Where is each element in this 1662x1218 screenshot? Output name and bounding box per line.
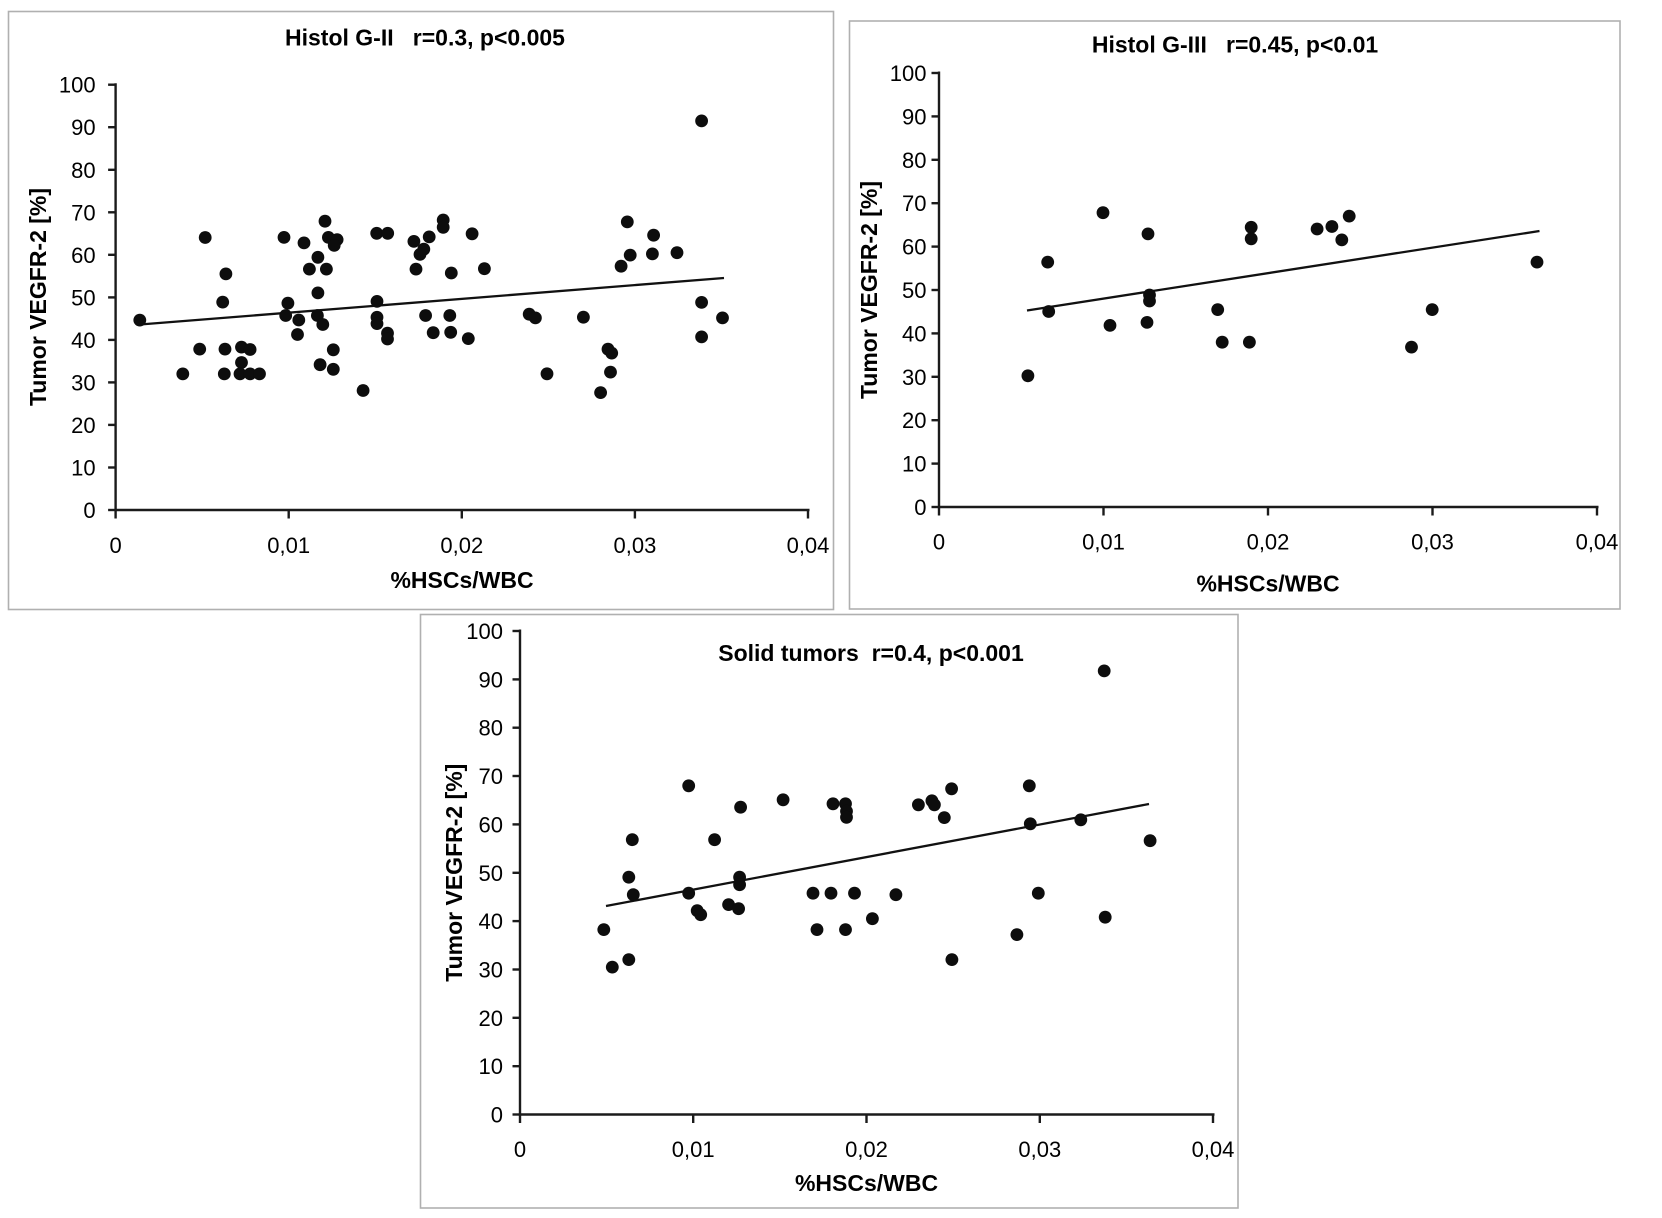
svg-text:90: 90 xyxy=(71,115,95,140)
svg-text:Tumor VEGFR-2 [%]: Tumor VEGFR-2 [%] xyxy=(25,188,51,406)
svg-text:%HSCs/WBC: %HSCs/WBC xyxy=(795,1170,938,1196)
svg-text:20: 20 xyxy=(902,408,926,433)
svg-text:0,04: 0,04 xyxy=(1192,1137,1235,1162)
svg-text:20: 20 xyxy=(71,413,95,438)
svg-text:30: 30 xyxy=(71,370,95,395)
svg-text:Tumor VEGFR-2 [%]: Tumor VEGFR-2 [%] xyxy=(441,764,467,982)
svg-text:100: 100 xyxy=(59,73,96,98)
svg-text:20: 20 xyxy=(479,1006,503,1031)
svg-text:10: 10 xyxy=(479,1054,503,1079)
svg-text:70: 70 xyxy=(71,200,95,225)
svg-text:10: 10 xyxy=(902,452,926,477)
svg-text:40: 40 xyxy=(902,321,926,346)
svg-text:0,02: 0,02 xyxy=(440,533,483,558)
svg-text:90: 90 xyxy=(479,667,503,692)
svg-text:0,01: 0,01 xyxy=(267,533,310,558)
svg-text:0: 0 xyxy=(83,498,95,523)
svg-text:0: 0 xyxy=(491,1103,503,1128)
svg-text:0,03: 0,03 xyxy=(613,533,656,558)
svg-text:10: 10 xyxy=(71,456,95,481)
svg-text:0,01: 0,01 xyxy=(672,1137,715,1162)
svg-text:50: 50 xyxy=(902,278,926,303)
svg-text:80: 80 xyxy=(902,148,926,173)
svg-text:30: 30 xyxy=(479,958,503,983)
svg-text:60: 60 xyxy=(71,243,95,268)
svg-text:0,01: 0,01 xyxy=(1082,530,1125,555)
svg-text:0,04: 0,04 xyxy=(787,533,830,558)
svg-text:%HSCs/WBC: %HSCs/WBC xyxy=(1196,571,1339,597)
svg-text:60: 60 xyxy=(479,812,503,837)
svg-text:%HSCs/WBC: %HSCs/WBC xyxy=(390,567,533,593)
svg-text:Histol G-II r=0.3, p<0.005: Histol G-II r=0.3, p<0.005 xyxy=(285,25,565,51)
svg-text:90: 90 xyxy=(902,104,926,129)
svg-text:0: 0 xyxy=(914,495,926,520)
svg-text:30: 30 xyxy=(902,365,926,390)
svg-text:40: 40 xyxy=(479,909,503,934)
svg-text:40: 40 xyxy=(71,328,95,353)
svg-text:0: 0 xyxy=(109,533,121,558)
svg-text:100: 100 xyxy=(466,619,503,644)
svg-text:0,03: 0,03 xyxy=(1018,1137,1061,1162)
svg-text:70: 70 xyxy=(902,191,926,216)
svg-text:50: 50 xyxy=(71,285,95,310)
svg-text:0,02: 0,02 xyxy=(1247,530,1290,555)
svg-text:80: 80 xyxy=(71,158,95,183)
svg-text:Tumor VEGFR-2 [%]: Tumor VEGFR-2 [%] xyxy=(856,181,882,399)
svg-text:0: 0 xyxy=(514,1137,526,1162)
svg-text:60: 60 xyxy=(902,235,926,260)
svg-text:50: 50 xyxy=(479,861,503,886)
svg-text:100: 100 xyxy=(890,61,927,86)
svg-text:0,02: 0,02 xyxy=(845,1137,888,1162)
svg-text:Histol G-III r=0.45, p<0.01: Histol G-III r=0.45, p<0.01 xyxy=(1092,32,1379,58)
svg-text:Solid tumors r=0.4, p<0.001: Solid tumors r=0.4, p<0.001 xyxy=(718,640,1024,666)
svg-text:80: 80 xyxy=(479,716,503,741)
svg-text:0,04: 0,04 xyxy=(1576,530,1619,555)
svg-text:70: 70 xyxy=(479,764,503,789)
svg-text:0,03: 0,03 xyxy=(1411,530,1454,555)
svg-text:0: 0 xyxy=(933,530,945,555)
